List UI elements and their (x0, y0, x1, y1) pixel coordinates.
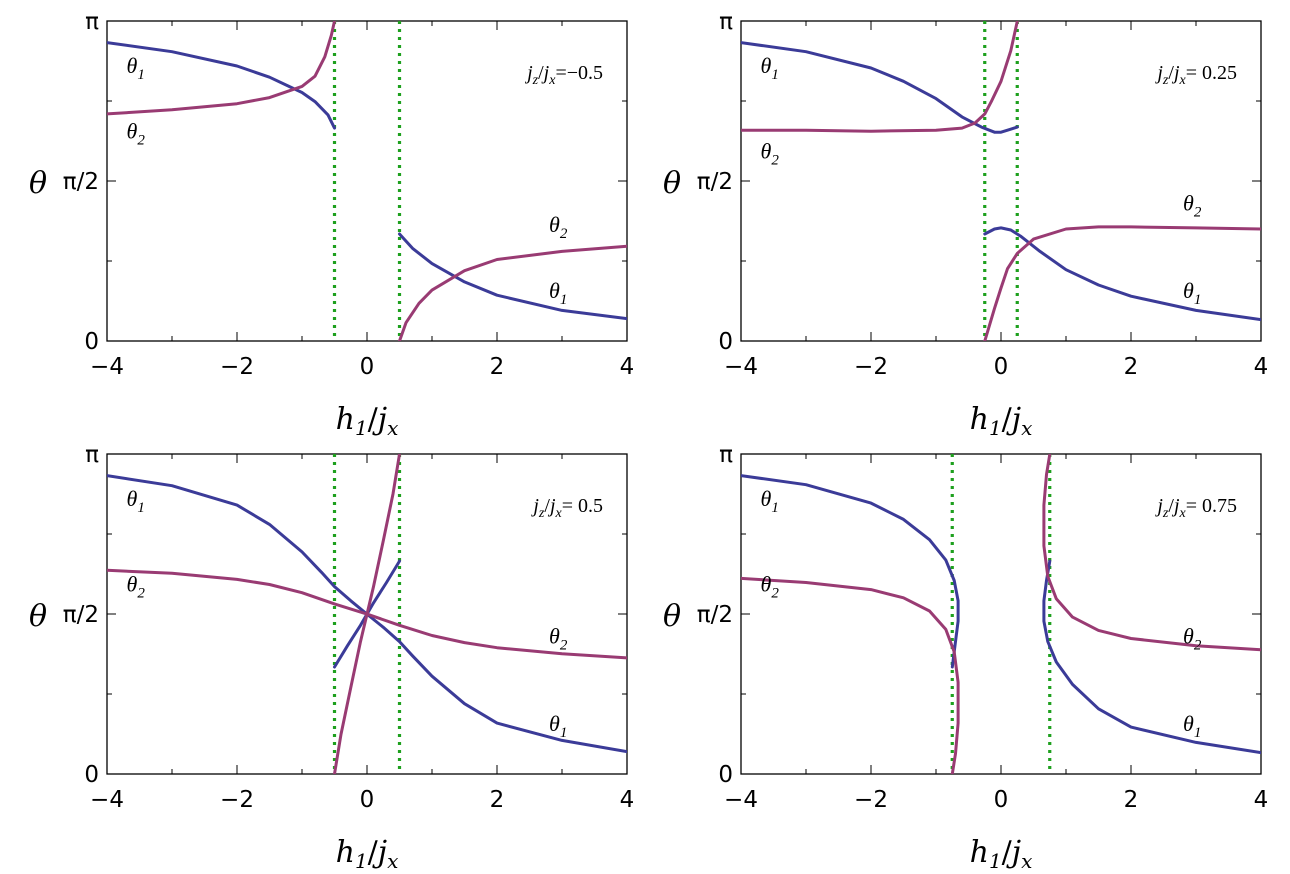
y-tick-label: 0 (718, 762, 733, 788)
parameter-annotation: jz/jx= 0.75 (1154, 495, 1237, 521)
curve-label-θ1: θ1 (1183, 711, 1201, 741)
y-axis-label: θ (663, 166, 681, 201)
curve-label-θ2: θ2 (761, 572, 780, 602)
y-tick-label: π (85, 9, 99, 35)
y-tick-label: π (719, 442, 733, 468)
x-tick-label: −2 (854, 787, 888, 813)
series-line-θ2 (1042, 454, 1261, 652)
x-tick-label: 2 (1124, 354, 1139, 380)
x-tick-label: −4 (90, 787, 124, 813)
series-line-θ2 (398, 244, 627, 341)
y-tick-label: π/2 (697, 602, 733, 628)
x-axis-label: h1/jx (336, 402, 399, 440)
series-line-θ1 (107, 41, 336, 130)
y-tick-label: π/2 (63, 602, 99, 628)
y-axis-label: θ (663, 599, 681, 634)
series-line-θ1 (741, 474, 960, 669)
parameter-annotation: jz/jx= 0.25 (1154, 62, 1237, 88)
chart-panel-2: −4 −2 0 2 4 0 π/2 π h1/jx θ θ1 θ1 θ2 θ2 jz/jx= 0.25 (663, 9, 1268, 440)
series-line-θ1 (398, 232, 627, 321)
x-tick-label: 4 (1254, 354, 1269, 380)
y-axis-label: θ (29, 599, 47, 634)
x-tick-label: 2 (490, 787, 505, 813)
x-axis-label: h1/jx (336, 835, 399, 873)
series-line-θ2 (983, 225, 1261, 341)
curve-label-θ2: θ2 (127, 572, 146, 602)
x-tick-label: −2 (220, 787, 254, 813)
y-tick-label: 0 (84, 329, 99, 355)
x-tick-label: 0 (360, 354, 375, 380)
x-axis-label: h1/jx (970, 402, 1033, 440)
x-tick-label: 2 (490, 354, 505, 380)
x-tick-label: −4 (90, 354, 124, 380)
x-tick-label: 0 (994, 787, 1009, 813)
y-axis-label: θ (29, 166, 47, 201)
y-tick-label: π/2 (697, 169, 733, 195)
parameter-annotation: jz/jx=−0.5 (524, 62, 603, 88)
series-line-θ2 (741, 21, 1019, 133)
chart-panel-3: −4 −2 0 2 4 0 π/2 π h1/jx θ θ1 θ1 θ2 θ2 jz/jx= 0.5 (29, 442, 634, 873)
y-tick-label: 0 (718, 329, 733, 355)
series-line-θ2 (107, 21, 336, 116)
x-tick-label: 0 (994, 354, 1009, 380)
x-tick-label: 4 (620, 787, 635, 813)
x-axis-label: h1/jx (970, 835, 1033, 873)
x-tick-label: 0 (360, 787, 375, 813)
y-tick-label: 0 (84, 762, 99, 788)
x-tick-label: −2 (854, 354, 888, 380)
series-line-θ2 (333, 454, 401, 774)
series-line-θ1 (741, 41, 1019, 134)
x-tick-label: 2 (1124, 787, 1139, 813)
chart-panel-4: −4 −2 0 2 4 0 π/2 π h1/jx θ θ1 θ1 θ2 θ2 jz/jx= 0.75 (663, 442, 1268, 873)
curve-label-θ1: θ1 (127, 486, 145, 516)
chart-panel-1: −4 −2 0 2 4 0 π/2 π h1/jx θ θ1 θ1 θ2 θ2 jz/jx=−0.5 (29, 9, 634, 440)
curve-label-θ1: θ1 (127, 53, 145, 83)
curve-label-θ1: θ1 (549, 711, 567, 741)
x-tick-label: 4 (1254, 787, 1269, 813)
parameter-annotation: jz/jx= 0.5 (530, 495, 603, 521)
x-tick-label: −4 (724, 787, 758, 813)
curve-label-θ1: θ1 (549, 278, 567, 308)
y-tick-label: π/2 (63, 169, 99, 195)
curve-label-θ2: θ2 (761, 139, 780, 169)
curve-label-θ1: θ1 (761, 486, 779, 516)
curve-label-θ2: θ2 (549, 624, 568, 654)
x-tick-label: −4 (724, 354, 758, 380)
x-tick-label: −2 (220, 354, 254, 380)
y-tick-label: π (719, 9, 733, 35)
curve-label-θ2: θ2 (1183, 191, 1202, 221)
series-line-θ1 (983, 226, 1261, 322)
curve-label-θ2: θ2 (1183, 624, 1202, 654)
y-tick-label: π (85, 442, 99, 468)
series-line-θ1 (1042, 559, 1261, 755)
x-tick-label: 4 (620, 354, 635, 380)
series-line-θ2 (741, 576, 960, 774)
curve-label-θ1: θ1 (1183, 278, 1201, 308)
curve-label-θ2: θ2 (549, 212, 568, 242)
curve-label-θ1: θ1 (761, 53, 779, 83)
curve-label-θ2: θ2 (127, 118, 146, 148)
